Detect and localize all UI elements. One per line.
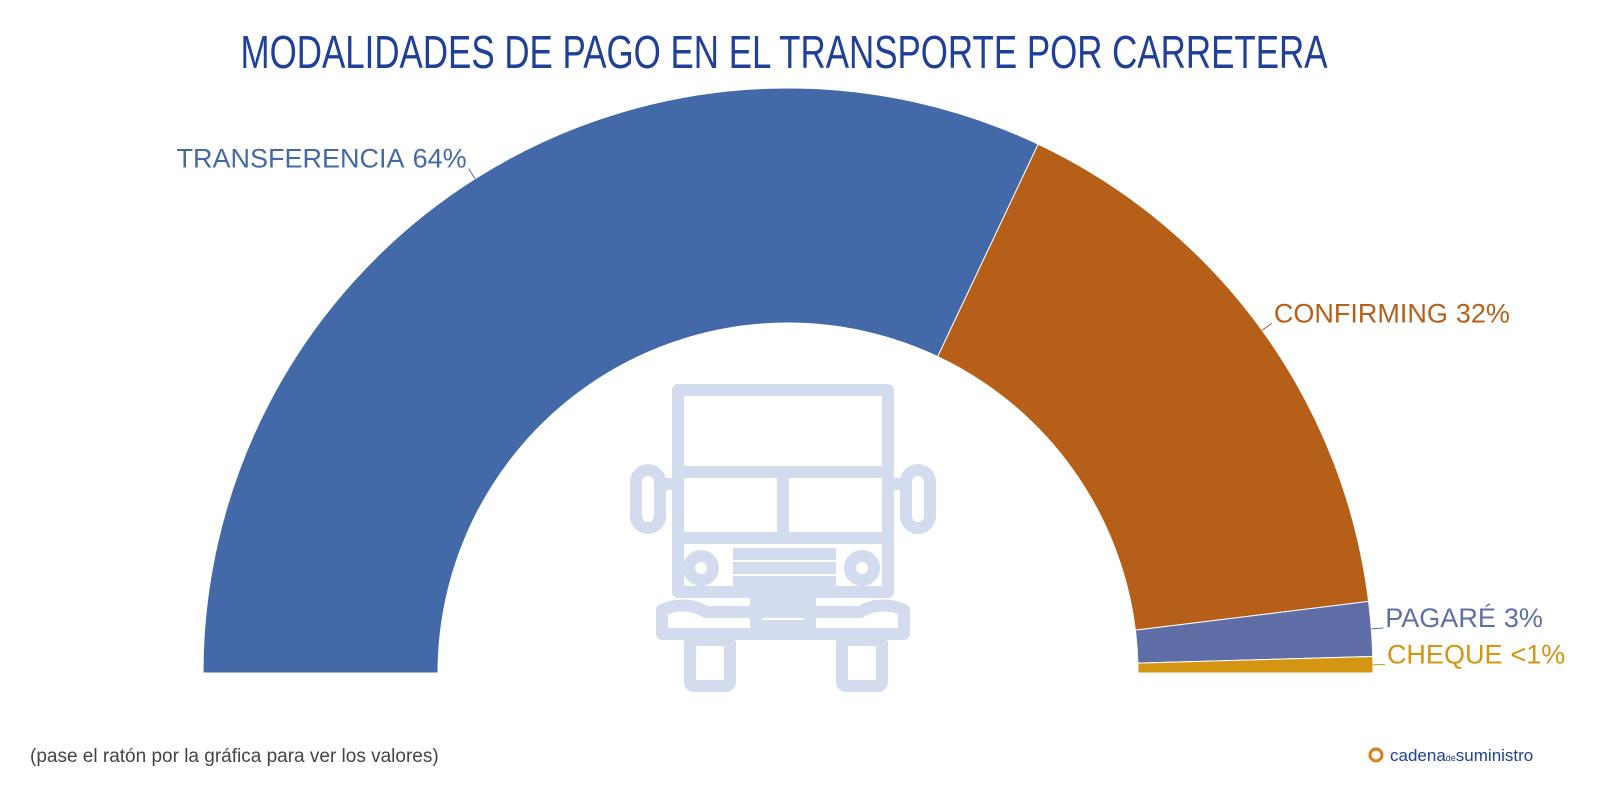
slice: [1137, 655, 1374, 674]
category-label: TRANSFERENCIA: [177, 144, 405, 174]
logo-part: de: [1446, 753, 1456, 763]
data-label: TRANSFERENCIA 64%: [177, 144, 467, 174]
category-label: PAGARÉ: [1385, 603, 1496, 633]
truck-icon: [630, 384, 936, 692]
leader-line: [1261, 322, 1273, 331]
data-label: CHEQUE <1%: [1387, 640, 1565, 670]
slice: [936, 143, 1370, 631]
footnote: (pase el ratón por la gráfica para ver l…: [30, 746, 439, 767]
logo-text: cadenadesuministro: [1390, 746, 1533, 765]
logo-part: cadena: [1390, 746, 1446, 765]
category-label: CONFIRMING: [1274, 298, 1448, 328]
leader-line: [1371, 627, 1384, 630]
value-label: 64%: [413, 144, 467, 174]
chart-title: MODALIDADES DE PAGO EN EL TRANSPORTE POR…: [241, 26, 1328, 78]
value-label: 3%: [1504, 603, 1543, 633]
value-label: <1%: [1510, 640, 1565, 670]
category-label: CHEQUE: [1387, 640, 1503, 670]
data-label: PAGARÉ 3%: [1385, 603, 1543, 633]
value-label: 32%: [1456, 298, 1510, 328]
slice: [202, 87, 1039, 674]
logo-part: suministro: [1456, 746, 1533, 765]
logo: cadenadesuministro: [1368, 746, 1533, 765]
data-label: CONFIRMING 32%: [1274, 298, 1510, 328]
logo-mark: [1368, 747, 1384, 763]
leader-line: [468, 168, 476, 180]
